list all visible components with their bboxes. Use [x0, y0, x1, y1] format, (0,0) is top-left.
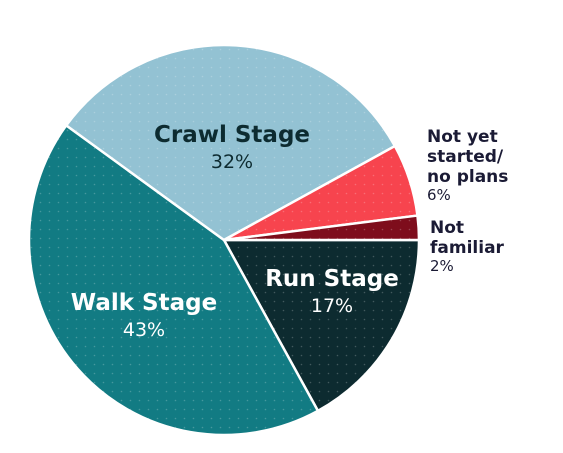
- pie-labels: Run Stage 17% Walk Stage 43% Crawl Stage 32% N…: [71, 122, 509, 341]
- pie-slice-texture-crawl-stage: [66, 44, 395, 240]
- pie-label-crawl-stage: Crawl Stage 32%: [154, 122, 310, 173]
- slice-label-name-line: Not yet: [427, 127, 498, 147]
- slice-label-percent: 32%: [211, 151, 253, 173]
- slice-label-percent: 17%: [311, 295, 353, 317]
- slice-label-name-line: no plans: [427, 167, 508, 187]
- pie-label-walk-stage: Walk Stage 43%: [71, 290, 217, 341]
- slice-label-name: Run Stage: [265, 266, 399, 292]
- slice-label-name: Walk Stage: [71, 290, 217, 316]
- slice-label-name-line: Not: [430, 218, 464, 238]
- pie-slice-texture-walk-stage: [28, 125, 318, 436]
- slice-label-percent: 2%: [430, 257, 454, 275]
- slice-label-name: Crawl Stage: [154, 122, 310, 148]
- pie-slice-texture-run-stage: [224, 240, 419, 411]
- slice-label-name-line: familiar: [430, 238, 505, 258]
- pie-slice-texture-not-familiar: [224, 215, 419, 240]
- pie-slice-texture-not-yet-started-no-plans: [224, 146, 418, 240]
- slice-label-name-line: started/: [427, 147, 504, 167]
- pie-label-run-stage: Run Stage 17%: [265, 266, 399, 317]
- pie-slices: [27, 43, 421, 437]
- slice-label-percent: 6%: [427, 186, 451, 204]
- slice-label-percent: 43%: [123, 319, 165, 341]
